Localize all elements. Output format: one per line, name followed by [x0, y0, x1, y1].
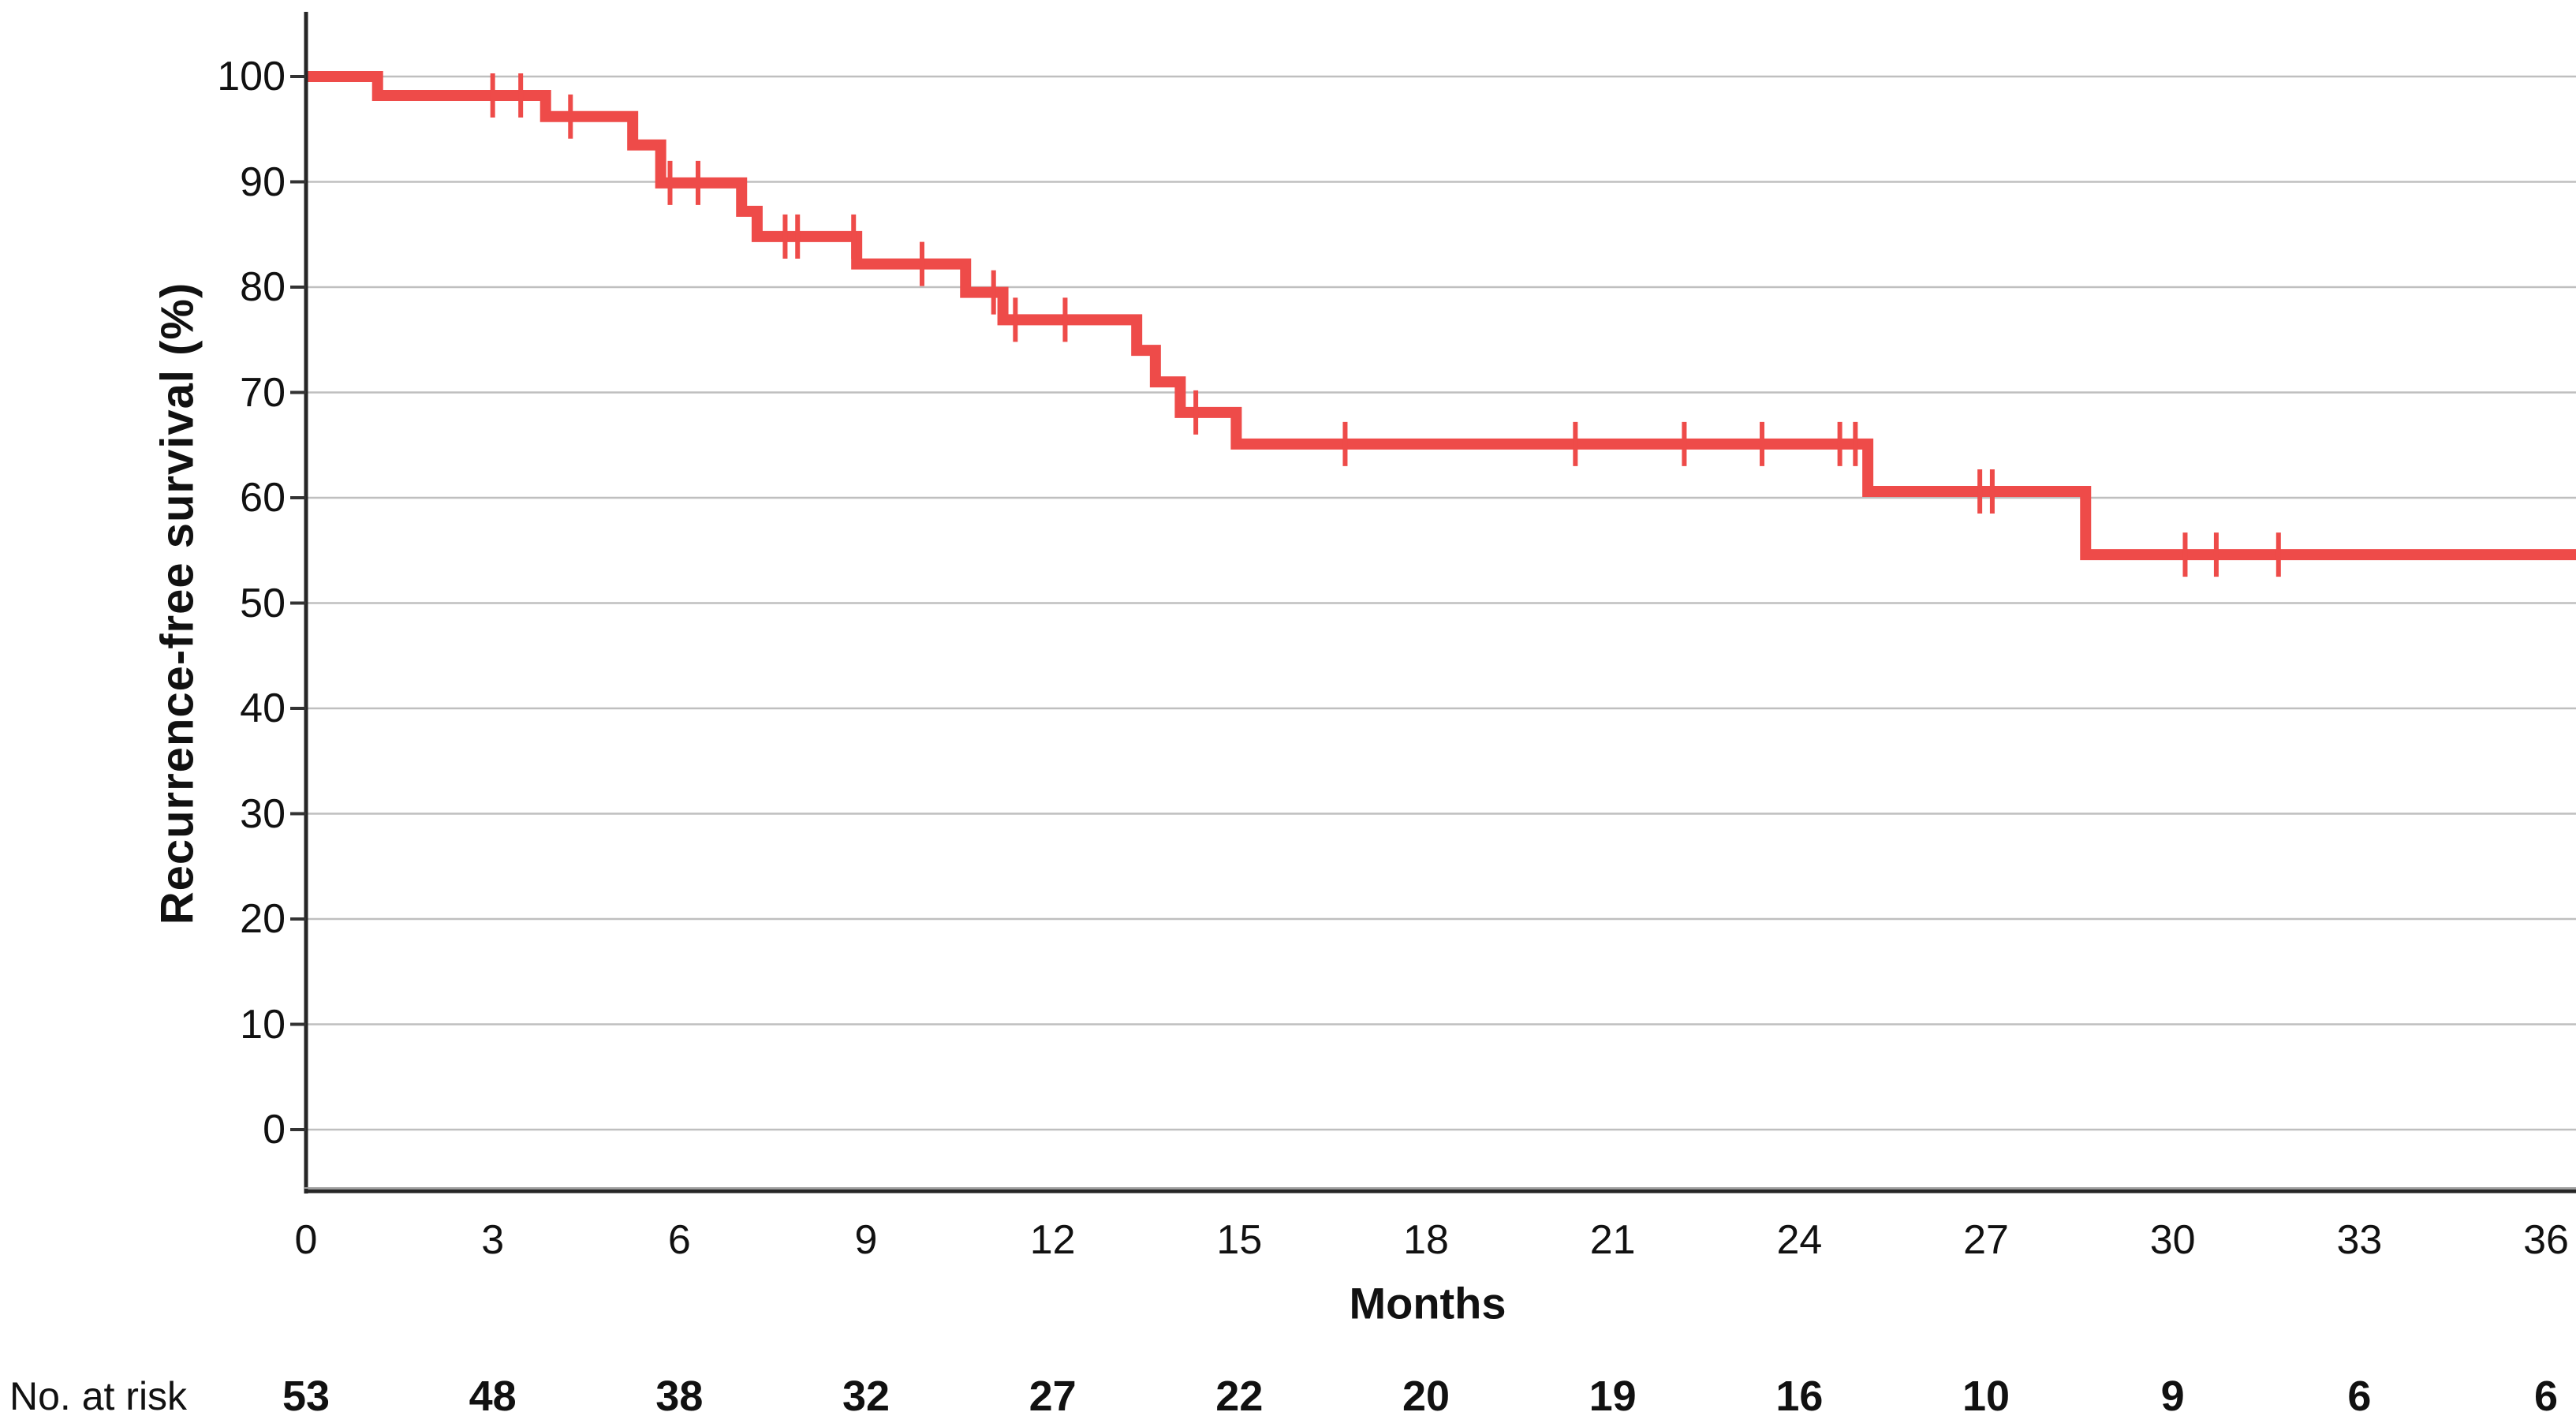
- x-tick-label: 36: [2523, 1217, 2569, 1263]
- y-tick-label: 50: [240, 580, 286, 626]
- y-axis-title: Recurrence-free survival (%): [151, 282, 203, 925]
- x-axis-title: Months: [1349, 1278, 1506, 1328]
- x-tick-label: 12: [1029, 1217, 1076, 1263]
- x-tick-label: 18: [1403, 1217, 1449, 1263]
- y-tick-label: 10: [240, 1001, 286, 1048]
- risk-count: 19: [1589, 1373, 1637, 1420]
- risk-count: 53: [282, 1373, 330, 1420]
- risk-count: 32: [842, 1373, 890, 1420]
- risk-count: 48: [469, 1373, 517, 1420]
- risk-count: 38: [655, 1373, 704, 1420]
- y-tick-label: 60: [240, 475, 286, 521]
- x-tick-label: 6: [667, 1217, 691, 1263]
- y-tick-label: 30: [240, 790, 286, 837]
- y-tick-label: 20: [240, 896, 286, 942]
- y-tick-label: 0: [263, 1107, 286, 1152]
- x-tick-label: 15: [1216, 1217, 1263, 1263]
- x-tick-label: 9: [854, 1217, 878, 1263]
- x-tick-label: 21: [1589, 1217, 1636, 1263]
- y-tick-label: 80: [240, 264, 286, 310]
- risk-count: 20: [1402, 1373, 1450, 1420]
- x-tick-label: 30: [2149, 1217, 2196, 1263]
- km-curve: [306, 71, 2576, 561]
- y-tick-label: 90: [240, 159, 286, 205]
- y-tick-label: 70: [240, 369, 286, 416]
- y-tick-label: 100: [217, 54, 286, 99]
- x-tick-label: 3: [481, 1217, 505, 1263]
- risk-count: 9: [2160, 1373, 2185, 1420]
- y-tick-label: 40: [240, 685, 286, 731]
- x-tick-label: 24: [1776, 1217, 1823, 1263]
- x-tick-label: 33: [2336, 1217, 2383, 1263]
- risk-count: 6: [2347, 1373, 2372, 1420]
- risk-count: 27: [1029, 1373, 1077, 1420]
- x-tick-label: 27: [1963, 1217, 2009, 1263]
- risk-row-label: No. at risk: [9, 1374, 188, 1418]
- risk-count: 10: [1962, 1373, 2010, 1420]
- risk-count: 22: [1215, 1373, 1264, 1420]
- x-tick-label: 0: [294, 1217, 318, 1263]
- risk-count: 16: [1775, 1373, 1824, 1420]
- risk-count: 6: [2534, 1373, 2559, 1420]
